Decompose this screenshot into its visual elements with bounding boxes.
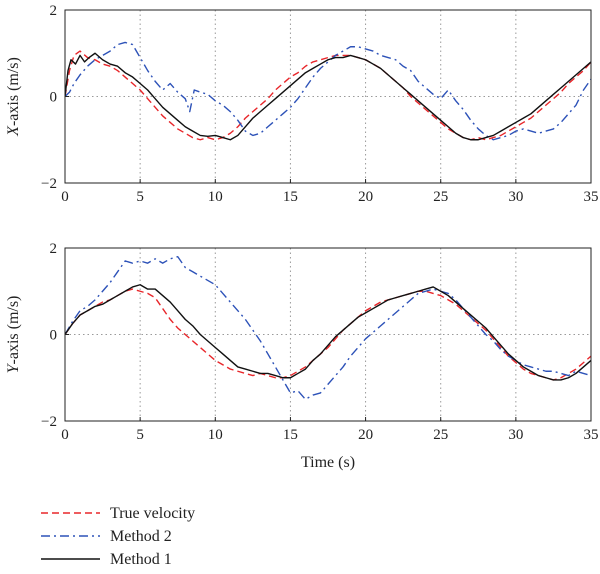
- legend: True velocity Method 2 Method 1: [41, 505, 195, 568]
- y-axis-label-prefix: Y: [5, 362, 22, 373]
- x-tick-label: 30: [508, 427, 523, 443]
- y-tick-label: 2: [50, 3, 58, 19]
- series-line-method-2: [65, 41, 591, 141]
- x-tick-label: 30: [508, 189, 523, 205]
- legend-label: True velocity: [110, 505, 195, 522]
- legend-item: True velocity: [41, 505, 195, 522]
- series-line-method-2: [65, 255, 591, 401]
- legend-item: Method 1: [41, 551, 172, 568]
- y-tick-label: 0: [50, 328, 58, 344]
- series-line-true-velocity: [65, 50, 591, 141]
- legend-label: Method 1: [110, 551, 172, 568]
- y-tick-label: −2: [41, 414, 57, 430]
- y-axis-label-rest: -axis (m/s): [5, 296, 22, 365]
- plot-frame: [64, 247, 592, 422]
- y-axis-label-prefix: X: [5, 125, 22, 137]
- x-axis-label: Time (s): [301, 454, 355, 471]
- y-axis-label-rest: -axis (m/s): [5, 57, 22, 126]
- series-line-method-1: [65, 284, 591, 381]
- x-tick-label: 35: [584, 189, 599, 205]
- y-axis-label: X-axis (m/s): [5, 57, 22, 137]
- x-tick-label: 20: [358, 427, 373, 443]
- x-tick-label: 10: [208, 189, 223, 205]
- x-tick-label: 10: [208, 427, 223, 443]
- y-tick-label: 2: [50, 241, 58, 257]
- y-axis-label: Y-axis (m/s): [5, 296, 22, 374]
- series-line-method-1: [65, 52, 591, 141]
- series-line-true-velocity: [65, 288, 591, 381]
- x-tick-label: 0: [61, 427, 69, 443]
- x-tick-label: 20: [358, 189, 373, 205]
- x-tick-label: 0: [61, 189, 69, 205]
- x-tick-label: 5: [136, 189, 144, 205]
- x-tick-label: 25: [433, 189, 448, 205]
- x-tick-label: 15: [283, 189, 298, 205]
- y-tick-label: 0: [50, 90, 58, 106]
- x-tick-label: 5: [136, 427, 144, 443]
- y-tick-label: −2: [41, 176, 57, 192]
- x-tick-label: 15: [283, 427, 298, 443]
- legend-item: Method 2: [41, 528, 172, 545]
- x-tick-label: 35: [584, 427, 599, 443]
- legend-label: Method 2: [110, 528, 172, 545]
- plot-frame: [64, 9, 592, 184]
- x-tick-label: 25: [433, 427, 448, 443]
